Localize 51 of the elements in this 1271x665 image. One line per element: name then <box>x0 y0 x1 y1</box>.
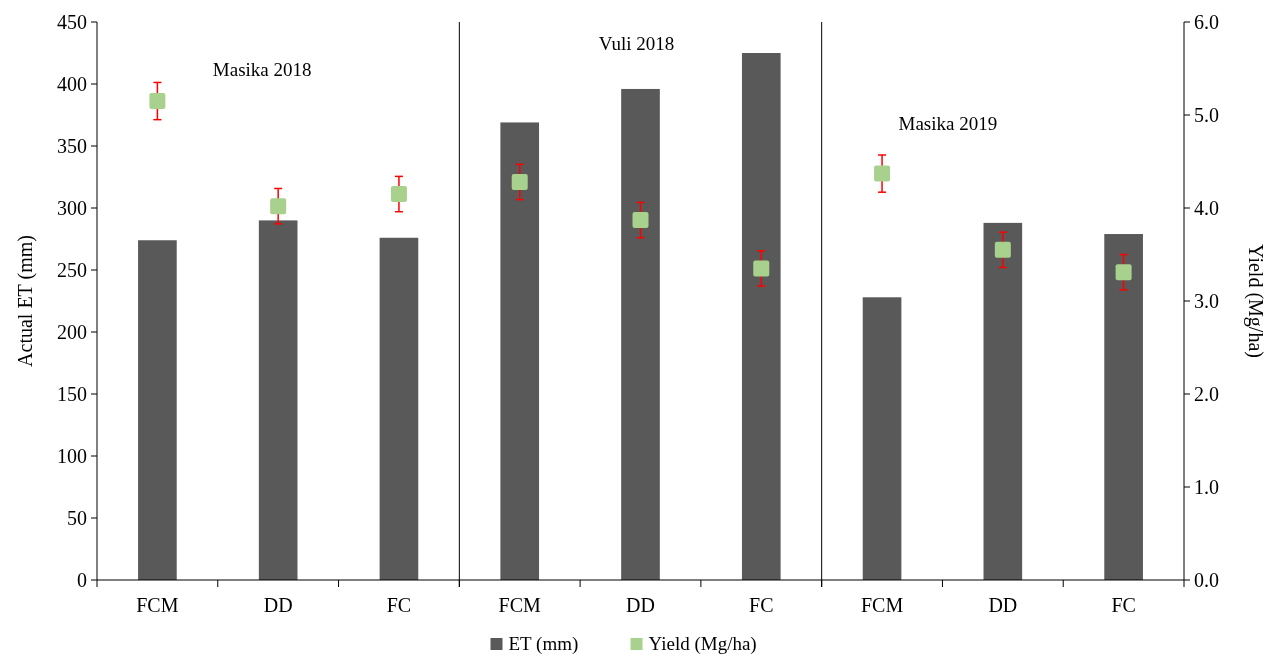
annotation: Masika 2019 <box>898 113 998 134</box>
y2-tick-label: 3.0 <box>1194 290 1219 312</box>
y-tick-label: 150 <box>57 383 87 405</box>
y-axis-title: Actual ET (mm) <box>14 235 37 367</box>
legend-label: Yield (Mg/ha) <box>648 633 757 655</box>
point <box>390 186 407 203</box>
y2-tick-label: 4.0 <box>1194 197 1219 219</box>
bar <box>983 222 1023 580</box>
y-tick-label: 200 <box>57 321 87 343</box>
point <box>149 93 166 110</box>
x-tick-label: FC <box>749 594 774 616</box>
point <box>1115 264 1132 281</box>
y2-axis-title: Yield (Mg/ha) <box>1244 244 1267 358</box>
annotation: Vuli 2018 <box>598 33 675 54</box>
point <box>753 260 770 277</box>
point <box>994 241 1011 258</box>
bar <box>258 220 298 580</box>
point <box>270 198 287 215</box>
x-tick-label: FCM <box>860 594 904 616</box>
y2-tick-label: 2.0 <box>1194 383 1219 405</box>
y2-tick-label: 1.0 <box>1194 476 1219 498</box>
bar <box>500 122 540 580</box>
bar <box>741 53 781 580</box>
y2-tick-label: 5.0 <box>1194 104 1219 126</box>
x-tick-label: FC <box>386 594 412 616</box>
bar <box>138 240 177 580</box>
x-tick-label: FCM <box>136 594 179 616</box>
x-tick-label: FCM <box>498 594 542 616</box>
point <box>874 165 891 182</box>
y2-tick-label: 6.0 <box>1194 11 1219 33</box>
point <box>632 212 649 229</box>
x-tick-label: DD <box>263 594 293 616</box>
y-tick-label: 450 <box>57 11 87 33</box>
bar <box>621 88 660 580</box>
y2-tick-label: 0.0 <box>1194 569 1219 591</box>
y-tick-label: 350 <box>57 135 87 157</box>
bar <box>862 297 902 580</box>
y-tick-label: 100 <box>57 445 87 467</box>
point <box>511 173 528 190</box>
y-tick-label: 400 <box>57 73 87 95</box>
x-tick-label: DD <box>988 594 1018 616</box>
y-tick-label: 0 <box>77 569 87 591</box>
y-tick-label: 250 <box>57 259 87 281</box>
y-tick-label: 300 <box>57 197 87 219</box>
bar <box>379 237 419 580</box>
annotation: Masika 2018 <box>212 59 312 80</box>
x-tick-label: FC <box>1111 594 1136 616</box>
bar <box>1104 234 1143 580</box>
x-tick-label: DD <box>626 594 655 616</box>
legend-label: ET (mm) <box>508 633 579 655</box>
y-tick-label: 50 <box>67 507 87 529</box>
